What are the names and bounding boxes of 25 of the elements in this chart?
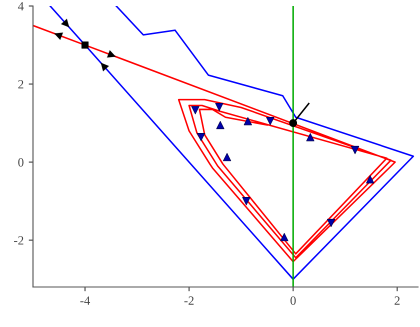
line-series [33,24,396,262]
y-tick-label: -2 [14,236,24,245]
point [280,232,288,242]
point [306,133,314,142]
point [266,117,274,126]
point [366,175,374,184]
x-tick-label: -4 [80,296,90,305]
y-tick-label: 0 [18,158,24,167]
x-tick-label: 2 [394,296,400,305]
x-tick-label: -2 [184,296,194,305]
point [191,106,200,114]
point [327,218,336,228]
point [350,146,360,154]
y-tick-label: 4 [18,2,24,10]
x-tick-label: 0 [290,296,296,305]
point [244,117,252,126]
point [215,103,224,112]
point [289,119,298,128]
point [222,152,232,162]
point [81,41,89,49]
point [196,133,206,142]
y-tick-label: 2 [18,80,24,88]
point [242,197,250,206]
line-series [49,6,414,280]
point [216,120,224,130]
